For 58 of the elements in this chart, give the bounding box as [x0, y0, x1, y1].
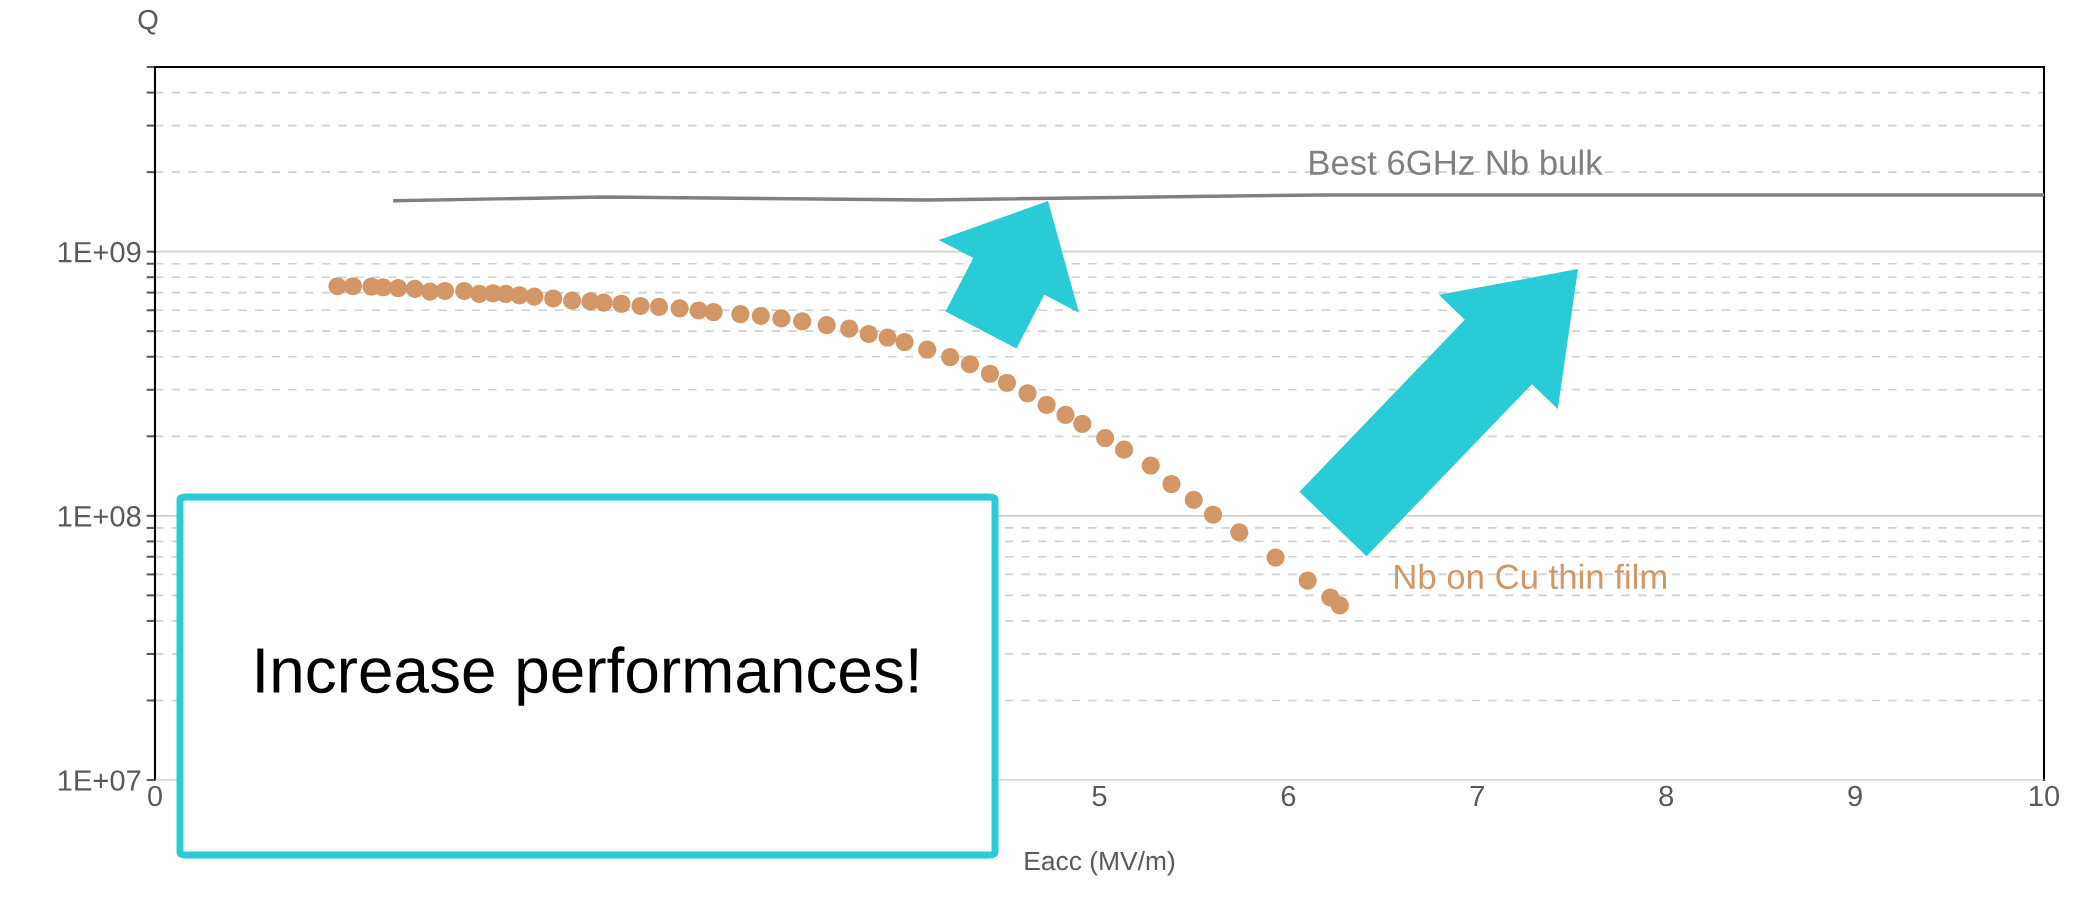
point	[878, 328, 897, 347]
series-label: Best 6GHz Nb bulk	[1310, 149, 1603, 176]
point	[649, 297, 669, 316]
point	[1230, 523, 1249, 542]
point	[980, 364, 999, 383]
point	[343, 277, 363, 296]
point	[1330, 596, 1349, 615]
point	[670, 299, 689, 318]
point	[405, 279, 424, 298]
x-tick-label: 6	[1281, 785, 1296, 807]
point	[751, 306, 770, 325]
point	[1073, 414, 1092, 433]
x-tick-label: 9	[1848, 785, 1862, 807]
y-tick-label: 1E+07	[58, 770, 141, 791]
point	[1018, 384, 1037, 403]
point	[435, 281, 455, 300]
annotation: Increase performances!	[257, 646, 917, 706]
point	[1203, 505, 1223, 524]
point	[1162, 474, 1181, 494]
point	[960, 355, 979, 374]
point	[631, 296, 650, 315]
point	[817, 316, 836, 335]
x-tick-label: 0	[148, 785, 162, 807]
point	[793, 312, 812, 331]
point	[525, 287, 544, 306]
point	[772, 309, 791, 328]
point	[997, 373, 1016, 392]
point	[1115, 440, 1134, 459]
point	[563, 291, 582, 310]
point	[544, 289, 563, 308]
y-axis-title: Q	[138, 9, 158, 35]
point	[455, 281, 474, 300]
point	[389, 279, 408, 298]
point	[594, 293, 613, 312]
x-tick-label: 5	[1092, 785, 1107, 807]
point	[328, 277, 347, 296]
point	[840, 319, 859, 338]
series-label: Nb on Cu thin film	[1395, 563, 1666, 590]
y-tick-label: 1E+08	[58, 506, 141, 527]
y-tick-label: 1E+09	[58, 241, 141, 263]
x-tick-label: 7	[1470, 785, 1484, 806]
point	[1298, 571, 1317, 590]
point	[941, 348, 960, 367]
point	[859, 324, 878, 344]
point	[1056, 405, 1075, 424]
x-tick-label: 8	[1659, 785, 1674, 807]
point	[895, 332, 914, 352]
point	[1184, 490, 1203, 509]
point	[731, 305, 750, 324]
point	[1037, 395, 1056, 414]
x-axis-title: Eacc (MV/m)	[1025, 850, 1175, 876]
x-tick-label: 10	[2030, 785, 2060, 807]
point	[1266, 548, 1285, 567]
point	[612, 294, 631, 313]
point	[704, 302, 723, 322]
point	[1141, 456, 1160, 475]
point	[918, 340, 937, 359]
point	[1096, 428, 1115, 448]
